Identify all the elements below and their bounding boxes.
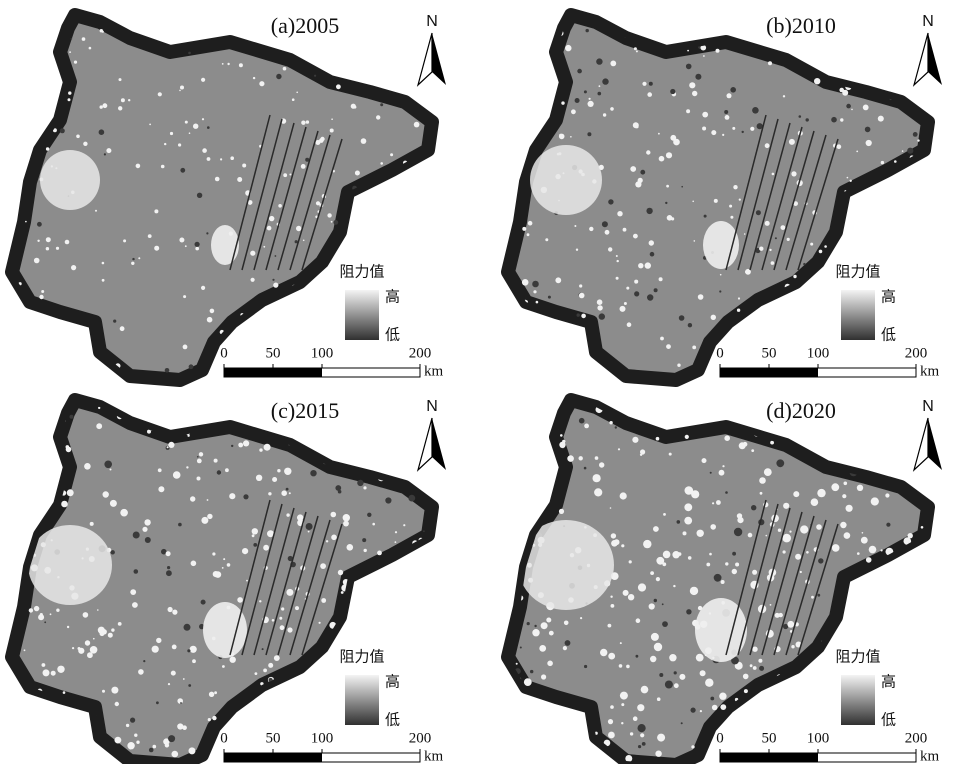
north-arrow xyxy=(432,418,446,470)
panel-title: (b)2010 xyxy=(766,13,836,38)
scale-label: 100 xyxy=(807,730,830,746)
scale-bar-fill xyxy=(720,753,818,762)
legend-high: 高 xyxy=(385,288,400,306)
scale-label: 100 xyxy=(311,730,334,746)
legend-low: 低 xyxy=(385,326,400,344)
legend-title: 阻力值 xyxy=(835,648,880,666)
north-arrow xyxy=(928,418,942,470)
panel-title: (a)2005 xyxy=(271,13,339,38)
scale-unit: km xyxy=(424,748,444,764)
scale-bar-fill xyxy=(720,368,818,377)
legend-title: 阻力值 xyxy=(835,263,880,281)
north-arrow xyxy=(914,418,928,470)
legend-gradient xyxy=(841,290,875,340)
legend-gradient xyxy=(841,675,875,725)
legend-title: 阻力值 xyxy=(339,648,384,666)
north-arrow xyxy=(928,33,942,85)
legend-high: 高 xyxy=(385,673,400,691)
scale-label: 0 xyxy=(220,730,228,746)
legend-gradient xyxy=(345,675,379,725)
north-arrow xyxy=(914,33,928,85)
legend-low: 低 xyxy=(881,326,896,344)
legend-low: 低 xyxy=(385,711,400,729)
scale-label: 200 xyxy=(409,345,432,361)
north-arrow xyxy=(418,418,432,470)
scale-label: 200 xyxy=(905,730,928,746)
north-label: N xyxy=(922,398,934,415)
north-label: N xyxy=(922,13,934,30)
scale-unit: km xyxy=(920,363,940,379)
scale-label: 0 xyxy=(220,345,228,361)
panel-title: (d)2020 xyxy=(766,398,836,423)
north-label: N xyxy=(426,13,438,30)
legend-gradient xyxy=(345,290,379,340)
legend-high: 高 xyxy=(881,673,896,691)
scale-unit: km xyxy=(424,363,444,379)
figure: (a)2005N阻力值高低050100200km(b)2010N阻力值高低050… xyxy=(0,0,960,764)
scale-label: 50 xyxy=(762,730,777,746)
scale-bar-fill xyxy=(224,753,322,762)
scale-label: 200 xyxy=(409,730,432,746)
scale-label: 50 xyxy=(266,345,281,361)
scale-label: 0 xyxy=(716,730,724,746)
scale-label: 0 xyxy=(716,345,724,361)
scale-label: 100 xyxy=(311,345,334,361)
legend-low: 低 xyxy=(881,711,896,729)
scale-label: 50 xyxy=(762,345,777,361)
north-arrow xyxy=(418,33,432,85)
legend-high: 高 xyxy=(881,288,896,306)
north-arrow xyxy=(432,33,446,85)
scale-label: 50 xyxy=(266,730,281,746)
panel-title: (c)2015 xyxy=(271,398,339,423)
scale-unit: km xyxy=(920,748,940,764)
scale-label: 200 xyxy=(905,345,928,361)
legend-title: 阻力值 xyxy=(339,263,384,281)
scale-label: 100 xyxy=(807,345,830,361)
scale-bar-fill xyxy=(224,368,322,377)
north-label: N xyxy=(426,398,438,415)
